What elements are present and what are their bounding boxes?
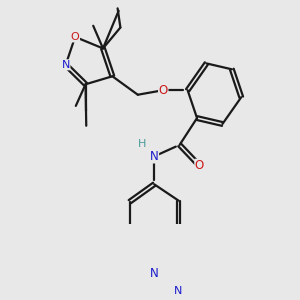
Text: N: N (150, 150, 159, 163)
Text: H: H (138, 139, 146, 148)
Text: N: N (174, 286, 183, 296)
Text: O: O (159, 84, 168, 97)
Text: N: N (61, 60, 70, 70)
Text: O: O (195, 159, 204, 172)
Text: O: O (71, 32, 80, 42)
Text: N: N (150, 267, 159, 280)
